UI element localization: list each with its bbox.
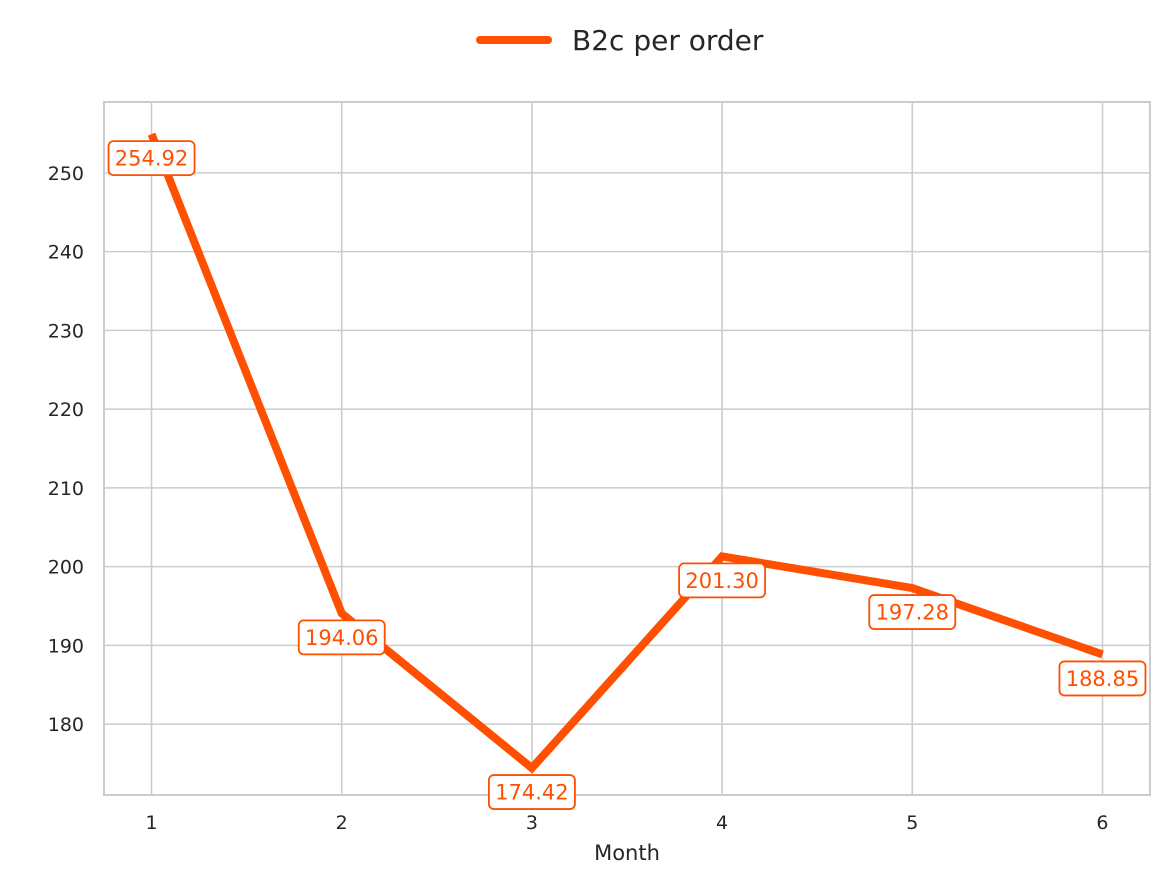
data-label: 194.06 [297,619,386,656]
y-tick-label: 180 [48,714,84,736]
y-tick-label: 220 [48,399,84,421]
gridlines [104,102,1150,795]
y-tick-label: 250 [48,163,84,185]
y-tick-label: 210 [48,478,84,500]
legend-label: B2c per order [572,24,764,57]
data-label-box [107,140,196,177]
data-label: 197.28 [868,594,957,630]
data-label-text: 188.85 [1066,667,1139,691]
series-line [147,132,1104,774]
data-label: 188.85 [1058,660,1147,697]
x-tick-label: 5 [906,812,918,834]
x-tick-label: 3 [526,812,538,834]
data-label-text: 197.28 [876,601,949,625]
y-tick-label: 190 [48,635,84,657]
data-labels: 254.92 194.06 174.42 201.30 197.28 188.85 [107,140,1147,810]
x-tick-label: 1 [145,812,157,834]
x-axis-ticks: 1 2 3 4 5 6 [145,812,1108,834]
data-label-box [488,774,576,810]
y-tick-label: 200 [48,557,84,579]
data-label: 254.92 [107,140,196,177]
data-label-box [1058,660,1147,697]
data-label-text: 174.42 [495,781,568,805]
data-label-text: 194.06 [305,626,378,650]
x-tick-label: 4 [716,812,728,834]
data-label-box [678,562,766,599]
data-label-box [868,594,957,630]
data-label-text: 254.92 [115,147,188,171]
x-tick-label: 6 [1096,812,1108,834]
y-tick-label: 240 [48,242,84,264]
y-axis-ticks: 180 190 200 210 220 230 240 250 [48,163,84,736]
y-tick-label: 230 [48,320,84,342]
x-axis-title: Month [594,841,660,865]
data-label: 174.42 [488,774,576,810]
x-tick-label: 2 [336,812,348,834]
legend: B2c per order [476,24,764,57]
data-label: 201.30 [678,562,766,599]
data-label-text: 201.30 [685,569,758,593]
series-layer [147,132,1104,774]
data-label-box [297,619,386,656]
plot-frame [103,101,1151,796]
